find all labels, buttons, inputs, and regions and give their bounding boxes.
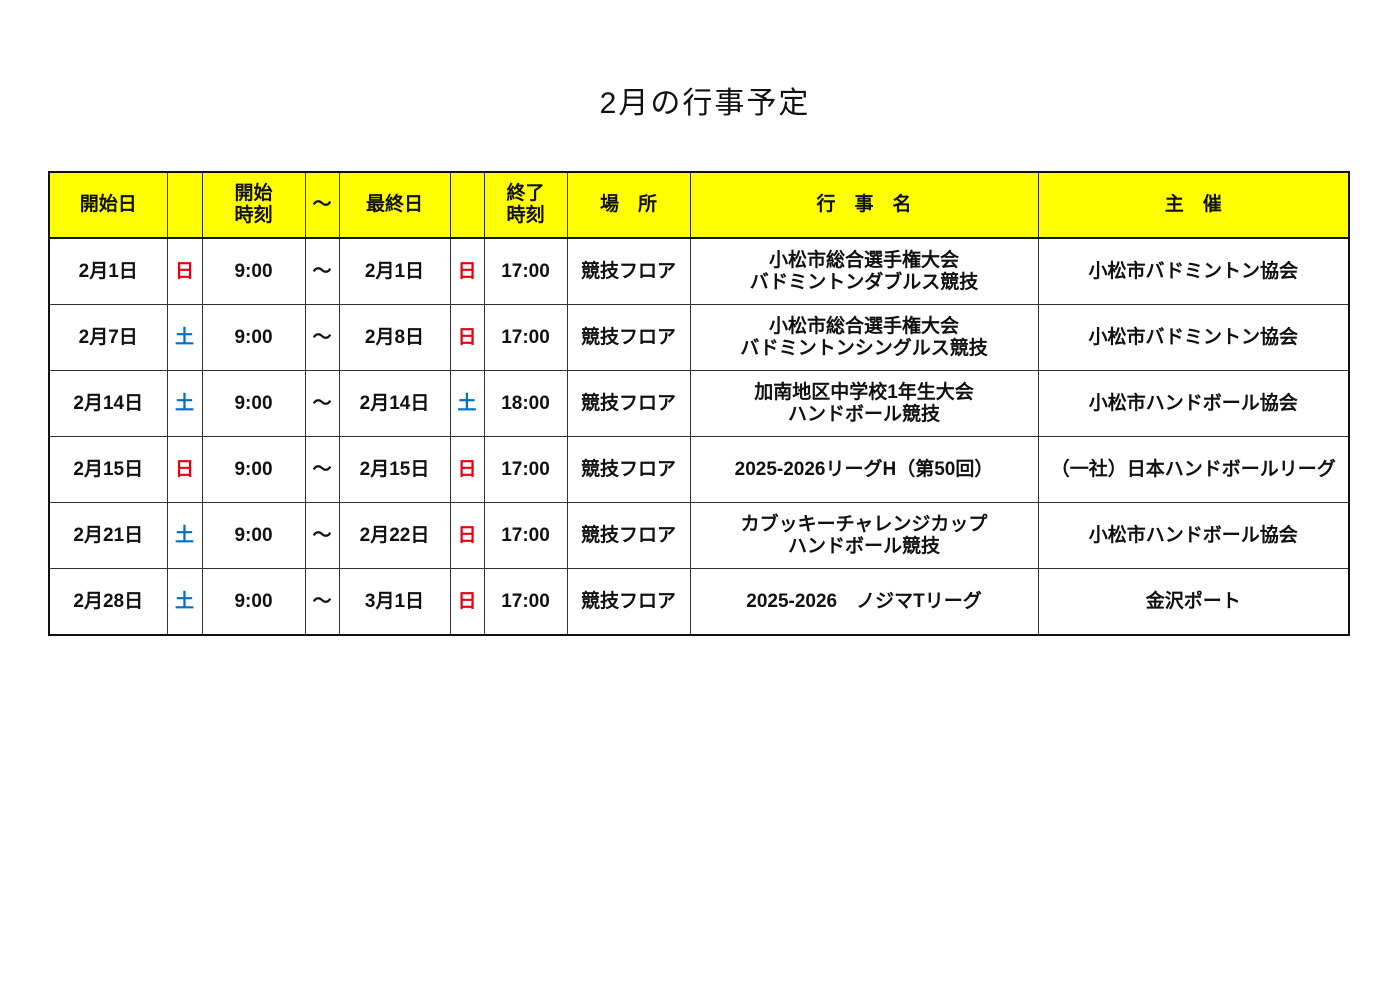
header-start-time: 開始 時刻	[201, 171, 306, 239]
cell-place: 競技フロア	[566, 502, 691, 569]
cell-tilde: ～	[304, 568, 340, 636]
cell-place: 競技フロア	[566, 237, 691, 305]
cell-start-date: 2月28日	[48, 568, 168, 636]
cell-end-date: 2月22日	[338, 502, 451, 569]
cell-place: 競技フロア	[566, 304, 691, 371]
cell-end-date: 2月8日	[338, 304, 451, 371]
event-line: カブッキーチャレンジカップ	[740, 513, 988, 535]
cell-tilde: ～	[304, 502, 340, 569]
cell-place: 競技フロア	[566, 436, 691, 503]
event-line: ハンドボール競技	[787, 535, 940, 557]
schedule-table: 開始日 開始 時刻～最終日 終了 時刻場 所行 事 名主 催 2月1日日 9:00 ～ 2…	[48, 171, 1350, 636]
header-event-name: 行 事 名	[689, 171, 1039, 239]
cell-end-day: 日	[449, 304, 485, 371]
table-row: 2月28日土 9:00 ～ 3月1日日 17:00 競技フロア 2025-2026 ノジマT…	[48, 568, 1350, 636]
cell-event-name: 小松市総合選手権大会 バドミントンダブルス競技	[689, 237, 1039, 305]
cell-organizer: 金沢ポート	[1037, 568, 1350, 636]
cell-end-time: 17:00	[483, 304, 568, 371]
cell-event-name: 小松市総合選手権大会 バドミントンシングルス競技	[689, 304, 1039, 371]
cell-tilde: ～	[304, 436, 340, 503]
cell-tilde: ～	[304, 304, 340, 371]
cell-end-date: 2月1日	[338, 237, 451, 305]
cell-organizer: 小松市バドミントン協会	[1037, 237, 1350, 305]
cell-start-day: 土	[166, 502, 203, 569]
cell-end-date: 2月14日	[338, 370, 451, 437]
cell-organizer: 小松市ハンドボール協会	[1037, 502, 1350, 569]
cell-start-time: 9:00	[201, 370, 306, 437]
header-end-day	[449, 171, 485, 239]
header-end-date: 最終日	[338, 171, 451, 239]
cell-start-time: 9:00	[201, 502, 306, 569]
cell-organizer: （一社）日本ハンドボールリーグ	[1037, 436, 1350, 503]
cell-end-time: 18:00	[483, 370, 568, 437]
cell-end-day: 土	[449, 370, 485, 437]
cell-start-day: 日	[166, 436, 203, 503]
event-line: 2025-2026リーグH（第50回）	[734, 458, 994, 480]
event-line: ハンドボール競技	[787, 403, 940, 425]
cell-start-time: 9:00	[201, 237, 306, 305]
header-place: 場 所	[566, 171, 691, 239]
event-line: 小松市総合選手権大会	[768, 249, 959, 271]
table-row: 2月7日土 9:00 ～ 2月8日日 17:00 競技フロア 小松市総合選手権大会 バドミント…	[48, 304, 1350, 371]
cell-start-date: 2月21日	[48, 502, 168, 569]
event-line: 小松市総合選手権大会	[768, 315, 959, 337]
table-row: 2月14日土 9:00 ～ 2月14日土 18:00 競技フロア 加南地区中学校1年生大会ハ…	[48, 370, 1350, 437]
cell-event-name: 2025-2026リーグH（第50回）	[689, 436, 1039, 503]
cell-start-date: 2月14日	[48, 370, 168, 437]
cell-end-time: 17:00	[483, 502, 568, 569]
header-row: 開始日 開始 時刻～最終日 終了 時刻場 所行 事 名主 催	[48, 171, 1350, 239]
table-row: 2月15日日 9:00 ～ 2月15日日 17:00 競技フロア 2025-2026リーグH…	[48, 436, 1350, 503]
cell-end-day: 日	[449, 436, 485, 503]
cell-start-day: 土	[166, 304, 203, 371]
cell-end-time: 17:00	[483, 237, 568, 305]
header-start-day	[166, 171, 203, 239]
cell-end-date: 3月1日	[338, 568, 451, 636]
cell-place: 競技フロア	[566, 370, 691, 437]
cell-end-time: 17:00	[483, 568, 568, 636]
cell-event-name: 加南地区中学校1年生大会 ハンドボール競技	[689, 370, 1039, 437]
cell-end-day: 日	[449, 502, 485, 569]
cell-event-name: カブッキーチャレンジカップ ハンドボール競技	[689, 502, 1039, 569]
event-line: 2025-2026 ノジマTリーグ	[746, 590, 982, 612]
event-line: バドミントンシングルス競技	[740, 337, 988, 359]
cell-event-name: 2025-2026 ノジマTリーグ	[689, 568, 1039, 636]
cell-start-time: 9:00	[201, 568, 306, 636]
cell-organizer: 小松市ハンドボール協会	[1037, 370, 1350, 437]
cell-end-date: 2月15日	[338, 436, 451, 503]
event-line: バドミントンダブルス競技	[749, 271, 979, 293]
cell-place: 競技フロア	[566, 568, 691, 636]
header-end-time: 終了 時刻	[483, 171, 568, 239]
cell-start-date: 2月7日	[48, 304, 168, 371]
cell-start-date: 2月1日	[48, 237, 168, 305]
cell-start-time: 9:00	[201, 304, 306, 371]
cell-start-day: 土	[166, 370, 203, 437]
cell-tilde: ～	[304, 237, 340, 305]
cell-organizer: 小松市バドミントン協会	[1037, 304, 1350, 371]
cell-end-time: 17:00	[483, 436, 568, 503]
cell-tilde: ～	[304, 370, 340, 437]
header-start-date: 開始日	[48, 171, 168, 239]
event-line: 加南地区中学校1年生大会	[754, 381, 974, 403]
cell-start-day: 土	[166, 568, 203, 636]
cell-end-day: 日	[449, 568, 485, 636]
cell-start-date: 2月15日	[48, 436, 168, 503]
cell-end-day: 日	[449, 237, 485, 305]
table-row: 2月21日土 9:00 ～ 2月22日日 17:00 競技フロア カブッキーチャレンジカップ…	[48, 502, 1350, 569]
table-row: 2月1日日 9:00 ～ 2月1日日 17:00 競技フロア 小松市総合選手権大会 バドミント…	[48, 237, 1350, 305]
header-organizer: 主 催	[1037, 171, 1350, 239]
header-tilde: ～	[304, 171, 340, 239]
cell-start-time: 9:00	[201, 436, 306, 503]
cell-start-day: 日	[166, 237, 203, 305]
page-title: 2月の行事予定	[599, 87, 811, 120]
